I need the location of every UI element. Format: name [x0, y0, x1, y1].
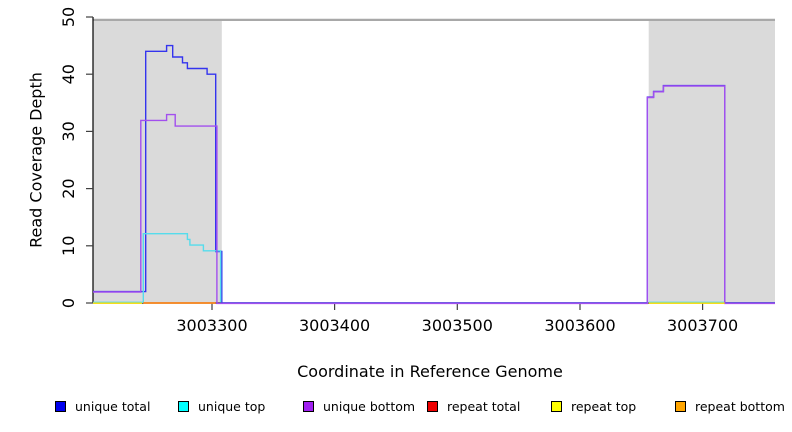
y-tick-label: 50: [59, 7, 78, 27]
legend-item-unique-total: unique total: [55, 399, 150, 414]
x-tick-label: 3003700: [667, 316, 738, 335]
y-axis-title: Read Coverage Depth: [26, 72, 46, 248]
legend-label: repeat top: [571, 399, 637, 414]
x-axis-title: Coordinate in Reference Genome: [297, 362, 563, 381]
legend-swatch-repeat-top: [551, 401, 562, 412]
legend-item-repeat-total: repeat total: [427, 399, 520, 414]
legend-swatch-unique-bottom: [303, 401, 314, 412]
x-tick-label: 3003300: [176, 316, 247, 335]
series-line-unique-bottom: [93, 85, 775, 305]
legend: unique total unique top unique bottom repea…: [0, 399, 792, 419]
legend-swatch-unique-total: [55, 401, 66, 412]
legend-item-unique-bottom: unique bottom: [303, 399, 415, 414]
legend-label: repeat total: [447, 399, 521, 414]
legend-label: unique top: [198, 399, 266, 414]
legend-label: unique total: [75, 399, 151, 414]
legend-swatch-unique-top: [178, 401, 189, 412]
x-tick-label: 3003400: [299, 316, 370, 335]
legend-label: repeat bottom: [695, 399, 785, 414]
shaded-region: [93, 19, 222, 304]
x-tick-label: 3003600: [544, 316, 615, 335]
shaded-region: [648, 19, 775, 304]
legend-swatch-repeat-bottom: [675, 401, 686, 412]
legend-item-repeat-bottom: repeat bottom: [675, 399, 785, 414]
y-tick-label: 40: [59, 64, 78, 84]
x-tick-label: 3003500: [422, 316, 493, 335]
legend-item-repeat-top: repeat top: [551, 399, 636, 414]
legend-label: unique bottom: [323, 399, 416, 414]
legend-swatch-repeat-total: [427, 401, 438, 412]
series-line-unique-top: [93, 232, 222, 303]
y-tick-label: 10: [59, 236, 78, 256]
y-tick-label: 20: [59, 178, 78, 198]
y-tick-label: 30: [59, 121, 78, 141]
y-tick-label: 0: [59, 298, 78, 308]
legend-item-unique-top: unique top: [178, 399, 265, 414]
